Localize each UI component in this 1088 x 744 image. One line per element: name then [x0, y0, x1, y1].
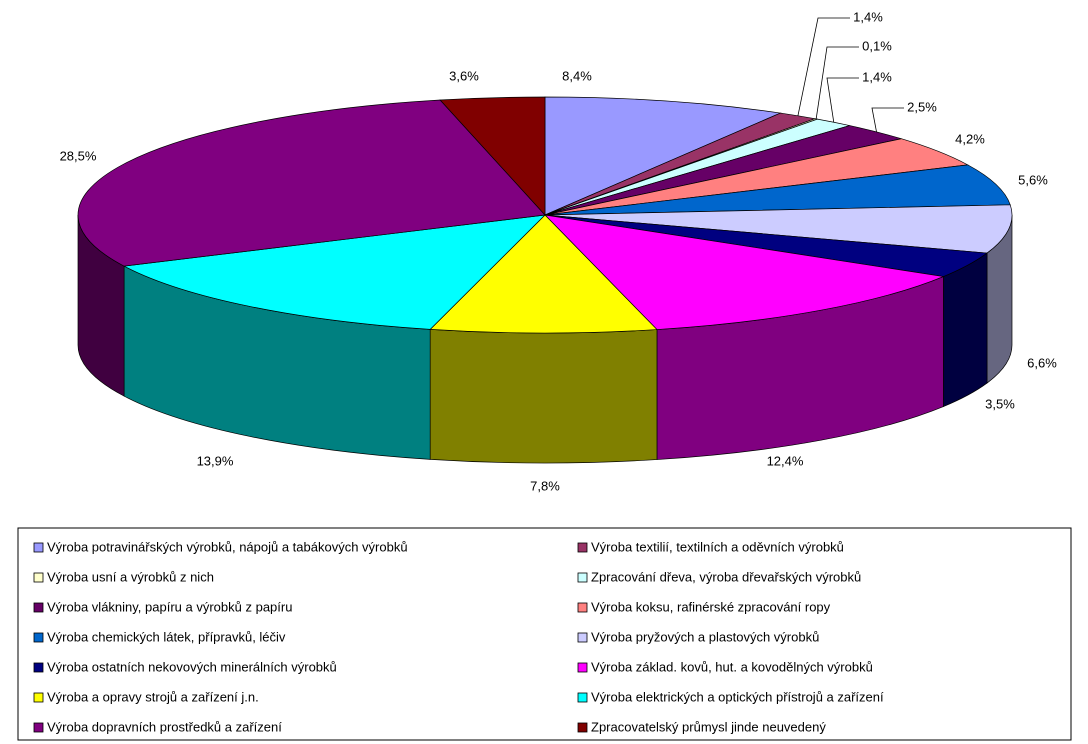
- value-label: 13,9%: [197, 453, 234, 468]
- pie-slice: [544, 96, 782, 216]
- pie-slice: [429, 214, 658, 334]
- pie-slice: [544, 204, 1013, 254]
- value-label: 6,6%: [1027, 355, 1057, 370]
- legend-label: Zpracovatelský průmysl jinde neuvedený: [591, 719, 826, 734]
- legend-label: Výroba elektrických a optických přístroj…: [591, 689, 884, 704]
- pie-slice: [439, 96, 546, 216]
- legend-label: Výroba textilií, textilních a oděvních v…: [591, 539, 844, 554]
- legend-swatch: [33, 632, 44, 643]
- legend-label: Výroba a opravy strojů a zařízení j.n.: [47, 689, 259, 704]
- pie-slice: [77, 99, 546, 267]
- leader-line: [797, 17, 850, 116]
- legend-swatch: [33, 662, 44, 673]
- value-label: 28,5%: [60, 148, 97, 163]
- legend-label: Výroba pryžových a plastových výrobků: [591, 629, 819, 644]
- leader-line: [815, 46, 859, 119]
- legend-swatch: [33, 572, 44, 583]
- legend-box: [17, 527, 1072, 741]
- legend-label: Výroba usní a výrobků z nich: [47, 569, 214, 584]
- legend-swatch: [577, 542, 588, 553]
- legend-label: Výroba potravinářských výrobků, nápojů a…: [47, 539, 408, 554]
- value-label: 7,8%: [530, 478, 560, 493]
- legend-label: Výroba vlákniny, papíru a výrobků z papí…: [47, 599, 292, 614]
- legend-label: Výroba základ. kovů, hut. a kovodělných …: [591, 659, 873, 674]
- value-label: 2,5%: [907, 99, 937, 114]
- legend-swatch: [33, 692, 44, 703]
- value-label: 5,6%: [1018, 172, 1048, 187]
- value-label: 1,4%: [862, 69, 892, 84]
- value-label: 4,2%: [955, 131, 985, 146]
- legend-swatch: [577, 632, 588, 643]
- value-label: 1,4%: [853, 9, 883, 24]
- pie-slice: [122, 214, 546, 330]
- legend-swatch: [33, 722, 44, 733]
- leader-line: [826, 77, 859, 123]
- pie-slice: [544, 164, 1011, 216]
- legend-swatch: [577, 572, 588, 583]
- pie-side: [429, 329, 658, 464]
- legend-swatch: [577, 662, 588, 673]
- legend-swatch: [33, 602, 44, 613]
- pie-slice: [544, 214, 945, 330]
- value-label: 8,4%: [562, 68, 592, 83]
- pie-side: [943, 252, 988, 408]
- legend-swatch: [577, 602, 588, 613]
- legend-swatch: [33, 542, 44, 553]
- value-label: 12,4%: [767, 453, 804, 468]
- legend-label: Výroba dopravních prostředků a zařízení: [47, 719, 282, 734]
- legend-label: Výroba ostatních nekovových minerálních …: [47, 659, 337, 674]
- legend-label: Zpracování dřeva, výroba dřevařských výr…: [591, 569, 861, 584]
- legend-label: Výroba koksu, rafinérské zpracování ropy: [591, 599, 831, 614]
- legend-swatch: [577, 692, 588, 703]
- legend-label: Výroba chemických látek, přípravků, léči…: [47, 629, 286, 644]
- value-label: 0,1%: [862, 38, 892, 53]
- value-label: 3,6%: [449, 68, 479, 83]
- legend-swatch: [577, 722, 588, 733]
- value-label: 3,5%: [985, 396, 1015, 411]
- leader-line: [871, 107, 904, 132]
